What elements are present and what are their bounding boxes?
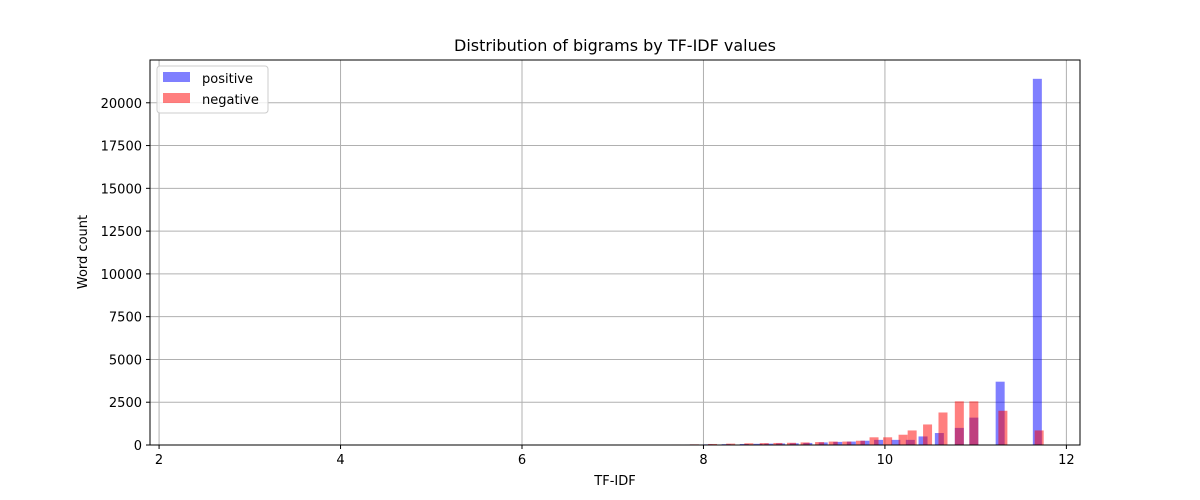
bar-negative xyxy=(998,410,1008,445)
chart-title: Distribution of bigrams by TF-IDF values xyxy=(454,36,776,55)
x-axis-label: TF-IDF xyxy=(593,474,635,489)
bar-positive xyxy=(1032,78,1042,446)
plot-area xyxy=(150,60,1080,445)
bar-negative xyxy=(759,443,769,445)
bar-negative xyxy=(938,412,948,445)
bar-positive xyxy=(891,439,901,445)
bar-positive xyxy=(860,440,870,445)
bar-negative xyxy=(744,443,754,445)
bar-positive xyxy=(918,436,928,445)
bar-negative xyxy=(883,437,893,445)
bar-negative xyxy=(773,442,783,445)
bar-negative xyxy=(828,441,838,445)
bar-negative xyxy=(969,401,979,445)
x-axis-ticks: 2 4 6 8 10 12 xyxy=(155,445,1075,468)
x-tick-label: 10 xyxy=(877,453,894,468)
y-tick-label: 7500 xyxy=(109,311,142,326)
bar-positive xyxy=(764,443,774,445)
bar-negative xyxy=(800,442,810,445)
grid-lines xyxy=(150,60,1080,446)
bar-positive xyxy=(739,443,749,445)
x-tick-label: 12 xyxy=(1058,453,1075,468)
bar-negative xyxy=(898,434,908,445)
legend-swatch-negative xyxy=(163,93,190,103)
y-tick-label: 5000 xyxy=(109,353,142,368)
y-tick-label: 0 xyxy=(134,439,142,454)
bar-negative xyxy=(855,440,865,445)
y-axis-ticks: 0 2500 5000 7500 10000 12500 15000 17500 20000 xyxy=(101,97,150,454)
x-tick-label: 4 xyxy=(336,453,344,468)
bar-negative xyxy=(815,442,825,445)
bar-negative xyxy=(842,441,852,445)
legend: positive negative xyxy=(156,65,269,114)
bar-negative xyxy=(708,443,718,445)
bar-negative xyxy=(726,443,736,445)
bar-negative xyxy=(923,424,933,445)
y-tick-label: 20000 xyxy=(101,97,142,112)
x-tick-label: 6 xyxy=(518,453,526,468)
x-tick-label: 8 xyxy=(699,453,707,468)
bar-negative xyxy=(786,442,796,445)
bar-positive xyxy=(753,443,763,445)
y-tick-label: 2500 xyxy=(109,396,142,411)
legend-label-positive: positive xyxy=(202,72,253,87)
bar-positive xyxy=(874,439,884,445)
legend-label-negative: negative xyxy=(202,93,259,108)
y-tick-label: 17500 xyxy=(101,140,142,155)
bar-negative xyxy=(1034,430,1044,445)
bar-positive xyxy=(833,441,843,445)
bar-negative xyxy=(907,430,917,445)
y-tick-label: 10000 xyxy=(101,268,142,283)
bar-positive xyxy=(846,441,856,445)
y-axis-label: Word count xyxy=(76,215,91,289)
y-tick-label: 12500 xyxy=(101,225,142,240)
y-tick-label: 15000 xyxy=(101,182,142,197)
plot-frame xyxy=(149,59,1081,446)
bars-group xyxy=(576,78,1044,446)
x-tick-label: 2 xyxy=(155,453,163,468)
bar-negative xyxy=(869,437,879,445)
bar-negative xyxy=(954,401,964,445)
legend-swatch-positive xyxy=(163,72,190,82)
